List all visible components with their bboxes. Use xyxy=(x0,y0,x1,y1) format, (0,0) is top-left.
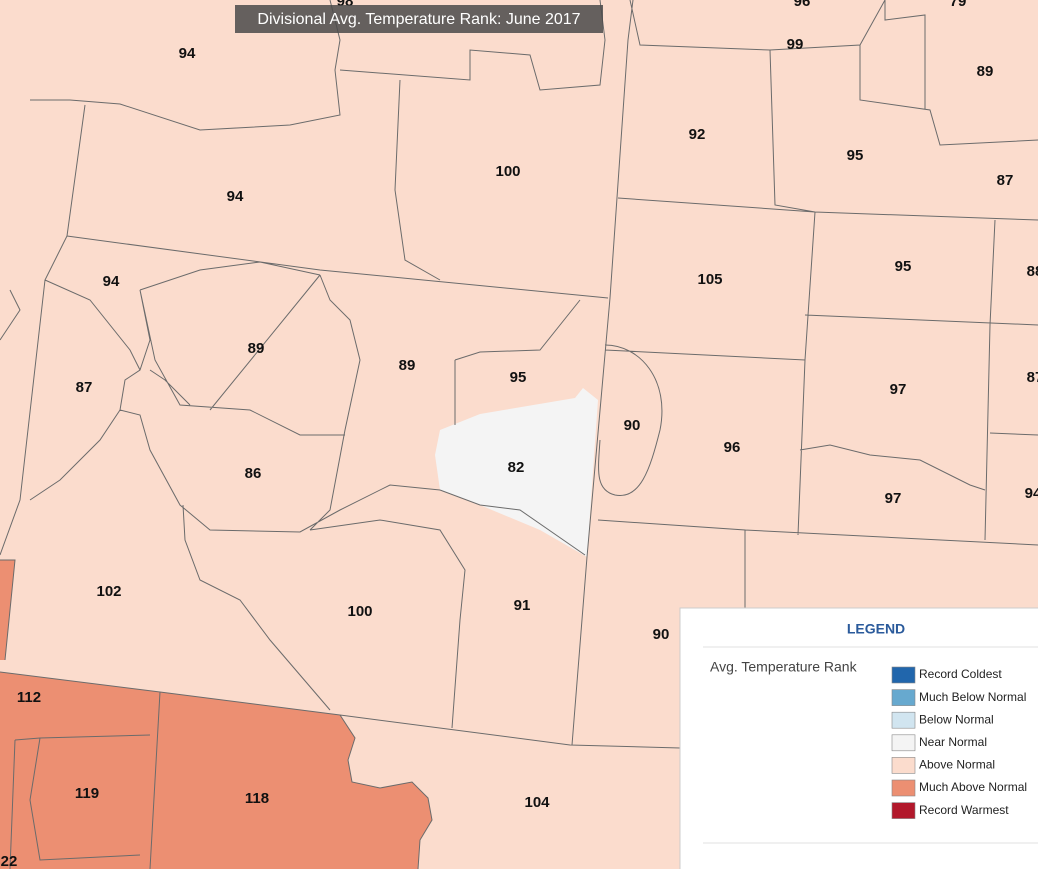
region-label: 89 xyxy=(977,63,994,80)
region-label: 87 xyxy=(76,379,93,396)
region-much-above xyxy=(0,560,15,660)
region-label: 90 xyxy=(624,417,641,434)
region-label: 89 xyxy=(399,357,416,374)
legend-label: Record Warmest xyxy=(919,803,1009,817)
region-label: 100 xyxy=(495,163,520,180)
legend-label: Below Normal xyxy=(919,712,994,726)
region-label: 96 xyxy=(724,439,741,456)
region-label: 94 xyxy=(1025,485,1038,502)
region-label: 104 xyxy=(524,794,550,811)
region-label: 88 xyxy=(1027,263,1038,280)
legend-swatch xyxy=(891,757,916,774)
legend-label: Much Below Normal xyxy=(919,690,1026,704)
region-label: 112 xyxy=(17,689,41,706)
legend-label: Much Above Normal xyxy=(919,780,1027,794)
region-label: 89 xyxy=(248,340,265,357)
region-label: 87 xyxy=(997,172,1014,189)
legend-swatch xyxy=(891,802,916,819)
legend-label: Above Normal xyxy=(919,758,995,772)
region-label: 98 xyxy=(337,0,354,10)
region-label: 82 xyxy=(508,459,525,476)
region-label: 96 xyxy=(794,0,811,10)
region-label: 87 xyxy=(1027,369,1038,386)
region-label: 90 xyxy=(653,626,670,643)
legend-label: Record Coldest xyxy=(919,667,1002,681)
region-label: 99 xyxy=(787,36,804,53)
legend-swatch xyxy=(891,689,916,706)
region-label: 94 xyxy=(179,45,196,62)
legend-label: Near Normal xyxy=(919,735,987,749)
region-label: 92 xyxy=(689,126,706,143)
legend: LEGEND Avg. Temperature Rank Record Cold… xyxy=(679,607,1038,869)
region-label: 95 xyxy=(895,258,912,275)
region-label: 97 xyxy=(890,381,907,398)
region-label: 97 xyxy=(885,490,902,507)
region-label: 22 xyxy=(1,853,18,869)
region-much-above xyxy=(0,672,432,869)
region-label: 94 xyxy=(103,273,120,290)
legend-subtitle: Avg. Temperature Rank xyxy=(710,659,858,675)
region-label: 105 xyxy=(697,271,722,288)
region-label: 119 xyxy=(75,785,99,802)
legend-box xyxy=(679,607,1038,869)
legend-title: LEGEND xyxy=(847,621,905,637)
region-label: 102 xyxy=(96,583,121,600)
legend-swatch xyxy=(891,734,916,752)
legend-swatch xyxy=(891,666,916,684)
legend-swatch xyxy=(891,711,916,729)
region-label: 100 xyxy=(347,603,372,620)
region-label: 118 xyxy=(245,790,269,807)
region-near-normal xyxy=(435,388,598,557)
region-label: 91 xyxy=(514,597,531,614)
legend-swatch xyxy=(891,779,916,797)
region-label: 94 xyxy=(227,188,244,205)
region-label: 95 xyxy=(847,147,864,164)
region-label: 79 xyxy=(950,0,967,10)
title-box xyxy=(235,5,603,33)
map-title: Divisional Avg. Temperature Rank: June 2… xyxy=(257,11,580,28)
region-label: 86 xyxy=(245,465,262,482)
region-label: 95 xyxy=(510,369,527,386)
